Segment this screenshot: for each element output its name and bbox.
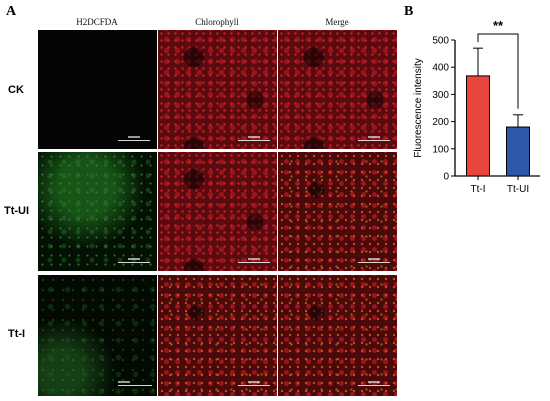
column-header-h2dcfda: H2DCFDA: [76, 17, 118, 27]
micrograph-tt-ui-merge: [278, 152, 397, 271]
bar-chart: 0 100 200 300 400 500 Fluorescence intensity Tt…: [400, 0, 550, 205]
panel-a-letter: A: [6, 4, 17, 19]
y-axis-label: Fluorescence intensity: [413, 58, 424, 158]
micrograph-tt-ui-chlorophyll: [158, 152, 277, 271]
micrograph-tt-i-merge: [278, 275, 397, 396]
bar: [466, 75, 490, 177]
significance-label: **: [493, 18, 504, 33]
row-label-tt-i: Tt-I: [8, 328, 26, 340]
y-tick-label: 300: [432, 90, 449, 101]
column-header-chlorophyll: Chlorophyll: [195, 17, 239, 27]
micrograph-ck-h2dcfda: [38, 30, 157, 149]
micrograph-tt-i-h2dcfda: [38, 275, 157, 396]
x-tick-label: Tt-I: [471, 184, 486, 195]
micrograph-tt-ui-h2dcfda: [38, 152, 157, 271]
y-tick-label: 400: [432, 63, 449, 74]
y-tick-label: 200: [432, 117, 449, 128]
micrograph-ck-chlorophyll: [158, 30, 277, 149]
y-tick-label: 0: [443, 172, 449, 183]
column-header-merge: Merge: [325, 17, 349, 27]
micrograph-ck-merge: [278, 30, 397, 149]
panel-b-letter: B: [404, 4, 414, 19]
micrograph-tt-i-chlorophyll: [158, 275, 277, 396]
significance-bracket: [477, 33, 519, 109]
x-tick-label: Tt-UI: [507, 184, 529, 195]
row-label-tt-ui: Tt-UI: [4, 205, 30, 217]
row-label-ck: CK: [8, 84, 24, 96]
bar: [506, 126, 530, 177]
bar-chart-svg: 0 100 200 300 400 500 Fluorescence intensity Tt…: [413, 18, 540, 195]
y-tick-label: 500: [432, 36, 449, 47]
y-tick-label: 100: [432, 144, 449, 155]
